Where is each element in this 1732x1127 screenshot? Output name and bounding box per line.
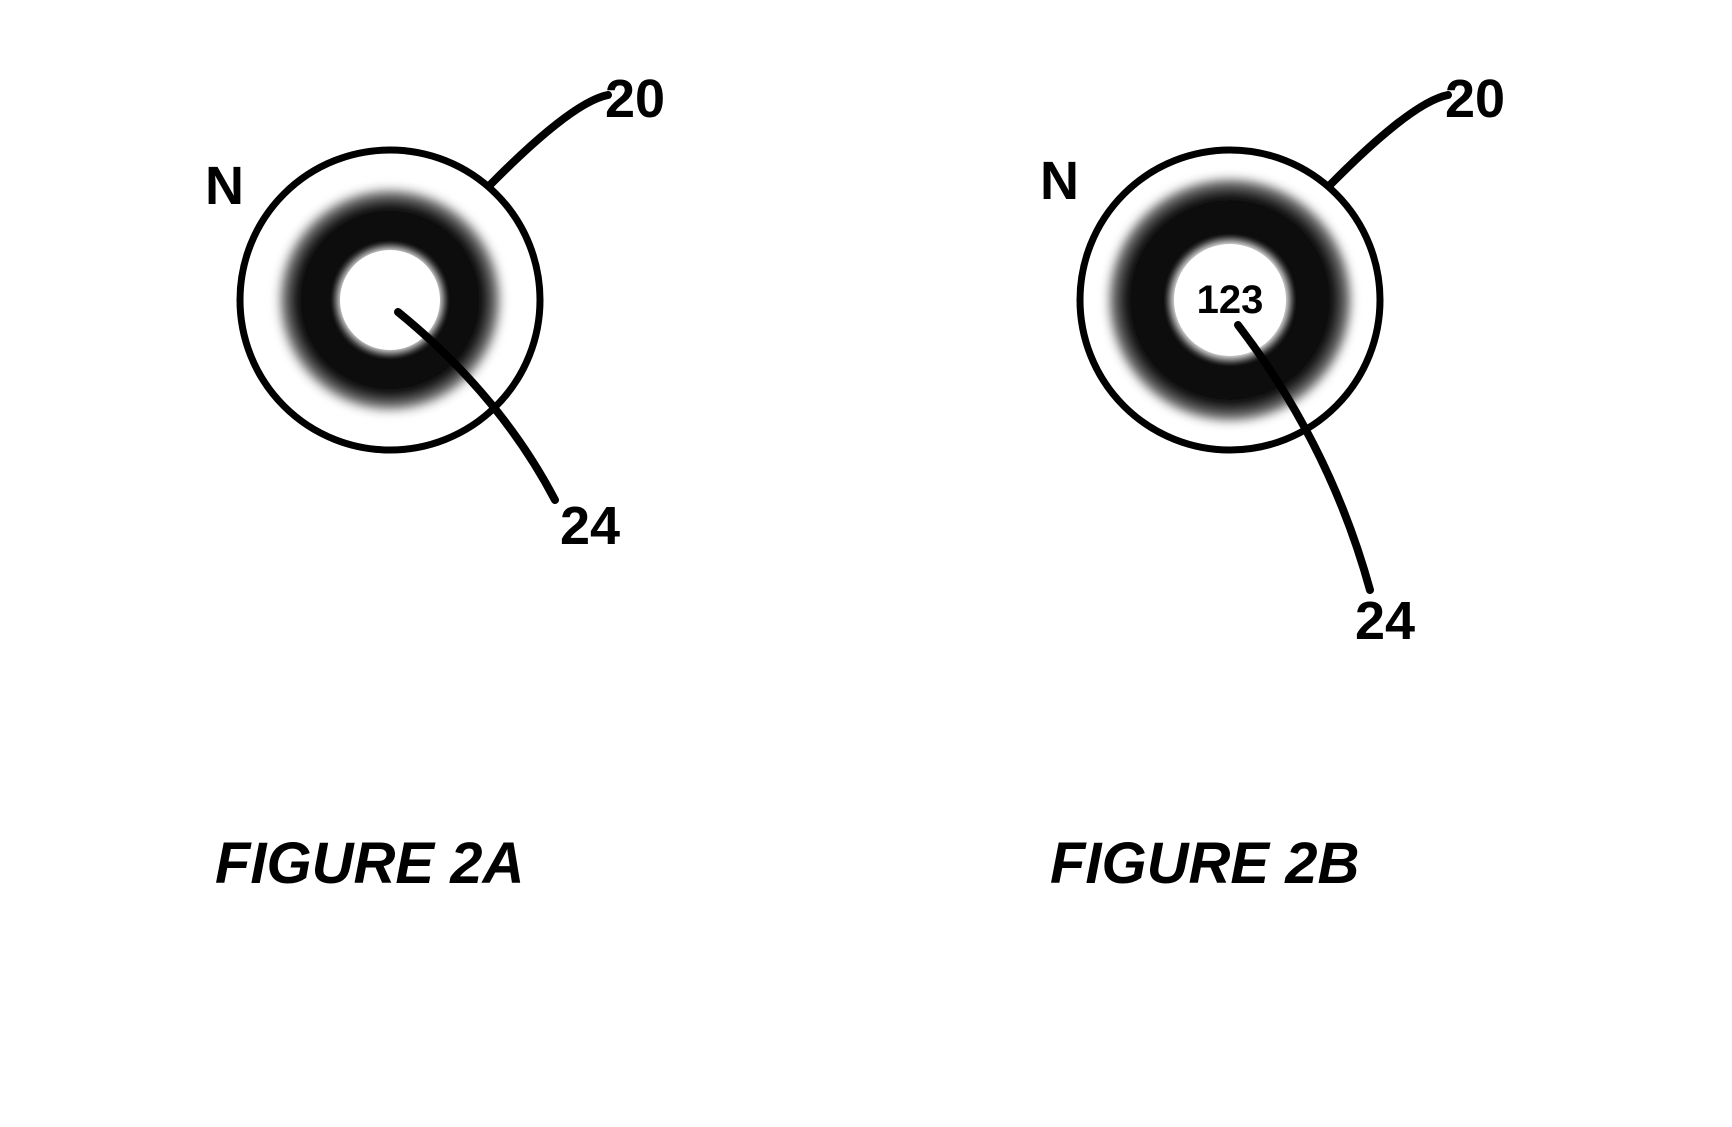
figure-2a-leader-outer: [490, 95, 608, 185]
leader-lines-overlay: [0, 0, 1732, 1127]
figure-2b-leader-outer: [1330, 95, 1448, 185]
figure-2a-leader-inner: [398, 312, 555, 500]
figure-2b-leader-inner: [1238, 325, 1370, 590]
